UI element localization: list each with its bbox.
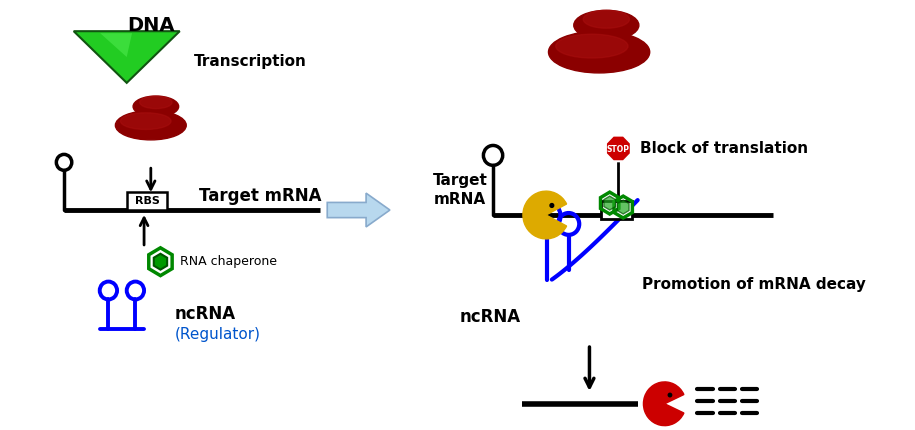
Polygon shape: [604, 196, 616, 210]
Polygon shape: [154, 254, 167, 270]
Wedge shape: [643, 382, 684, 426]
Text: RNA chaperone: RNA chaperone: [179, 255, 276, 268]
Ellipse shape: [140, 96, 172, 109]
Text: ncRNA: ncRNA: [459, 308, 521, 326]
Ellipse shape: [121, 113, 171, 129]
Text: RBS: RBS: [135, 196, 159, 206]
Circle shape: [668, 393, 672, 397]
Polygon shape: [74, 31, 179, 83]
Wedge shape: [523, 191, 566, 239]
Text: Block of translation: Block of translation: [640, 141, 808, 156]
Text: Target mRNA: Target mRNA: [199, 187, 321, 205]
Text: DNA: DNA: [127, 16, 175, 35]
Circle shape: [550, 203, 554, 207]
Text: STOP: STOP: [607, 145, 630, 154]
Ellipse shape: [548, 31, 650, 73]
Polygon shape: [618, 200, 629, 214]
Ellipse shape: [583, 10, 630, 28]
Text: Transcription: Transcription: [194, 53, 307, 68]
Ellipse shape: [133, 96, 178, 117]
Text: ncRNA: ncRNA: [175, 305, 236, 323]
Text: Promotion of mRNA decay: Promotion of mRNA decay: [642, 277, 867, 292]
Ellipse shape: [555, 34, 628, 58]
FancyArrow shape: [328, 193, 390, 227]
Polygon shape: [101, 33, 132, 57]
Polygon shape: [606, 135, 630, 161]
Text: Target
mRNA: Target mRNA: [434, 173, 489, 207]
FancyBboxPatch shape: [601, 201, 632, 219]
Ellipse shape: [574, 10, 639, 40]
Text: (Regulator): (Regulator): [175, 327, 261, 342]
FancyBboxPatch shape: [126, 192, 167, 210]
Ellipse shape: [115, 111, 187, 140]
